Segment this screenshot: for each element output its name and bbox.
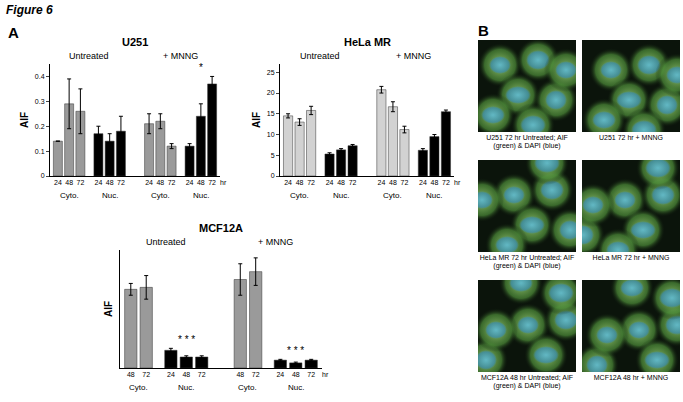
svg-text:24: 24 xyxy=(145,179,153,186)
svg-text:+ MNNG: + MNNG xyxy=(258,237,293,247)
svg-text:72: 72 xyxy=(442,179,450,186)
svg-text:24: 24 xyxy=(419,179,427,186)
svg-text:72: 72 xyxy=(307,371,315,378)
svg-text:20: 20 xyxy=(267,89,275,96)
svg-text:AIF: AIF xyxy=(103,301,114,317)
svg-text:Nuc.: Nuc. xyxy=(193,191,209,200)
svg-text:24: 24 xyxy=(378,179,386,186)
svg-text:72: 72 xyxy=(77,179,85,186)
svg-text:Nuc.: Nuc. xyxy=(102,191,118,200)
svg-text:Nuc.: Nuc. xyxy=(426,191,442,200)
html-text:MCF12A 48 hr + MNNG: MCF12A 48 hr + MNNG xyxy=(593,374,669,381)
svg-text:Cyto.: Cyto. xyxy=(238,383,257,392)
svg-text:72: 72 xyxy=(307,179,315,186)
svg-text:0: 0 xyxy=(41,172,45,179)
svg-text:24: 24 xyxy=(54,179,62,186)
svg-text:72: 72 xyxy=(198,371,206,378)
svg-text:15: 15 xyxy=(267,110,275,117)
svg-text:72: 72 xyxy=(117,179,125,186)
svg-text:Untreated: Untreated xyxy=(300,51,340,61)
svg-text:48: 48 xyxy=(127,371,135,378)
svg-text:U251: U251 xyxy=(122,36,148,48)
svg-text:72: 72 xyxy=(252,371,260,378)
html-text:MCF12A 48 hr Untreated; AIF (g: MCF12A 48 hr Untreated; AIF (green) & DA… xyxy=(480,374,574,389)
svg-text:24: 24 xyxy=(276,371,284,378)
svg-text:48: 48 xyxy=(65,179,73,186)
svg-text:24: 24 xyxy=(284,179,292,186)
svg-text:Nuc.: Nuc. xyxy=(333,191,349,200)
svg-text:Cyto.: Cyto. xyxy=(383,191,402,200)
svg-text:72: 72 xyxy=(401,179,409,186)
svg-text:* * *: * * * xyxy=(178,334,195,345)
svg-text:5: 5 xyxy=(271,152,275,159)
html-text:A: A xyxy=(8,24,19,41)
svg-text:+ MNNG: + MNNG xyxy=(163,51,198,61)
svg-text:48: 48 xyxy=(182,371,190,378)
html-text:U251 72 hr + MNNG: U251 72 hr + MNNG xyxy=(599,134,663,141)
svg-text:Untreated: Untreated xyxy=(146,237,186,247)
svg-text:AIF: AIF xyxy=(19,112,30,128)
svg-text:48: 48 xyxy=(197,179,205,186)
svg-text:25: 25 xyxy=(267,69,275,76)
svg-text:Cyto.: Cyto. xyxy=(129,383,148,392)
svg-text:24: 24 xyxy=(186,179,194,186)
svg-text:MCF12A: MCF12A xyxy=(199,222,243,234)
svg-text:*: * xyxy=(199,62,203,73)
svg-text:48: 48 xyxy=(296,179,304,186)
svg-text:48: 48 xyxy=(389,179,397,186)
svg-text:24: 24 xyxy=(167,371,175,378)
svg-text:0: 0 xyxy=(271,172,275,179)
svg-text:72: 72 xyxy=(349,179,357,186)
svg-text:48: 48 xyxy=(431,179,439,186)
svg-text:+ MNNG: + MNNG xyxy=(396,51,431,61)
svg-text:0.2: 0.2 xyxy=(35,123,45,130)
svg-text:* * *: * * * xyxy=(287,345,304,356)
svg-text:Cyto.: Cyto. xyxy=(151,191,170,200)
svg-text:48: 48 xyxy=(106,179,114,186)
svg-text:24: 24 xyxy=(95,179,103,186)
svg-text:48: 48 xyxy=(292,371,300,378)
svg-text:Cyto.: Cyto. xyxy=(60,191,79,200)
html-text:U251 72 hr Untreated; AIF (gre: U251 72 hr Untreated; AIF (green) & DAPI… xyxy=(486,134,568,149)
svg-text:0.1: 0.1 xyxy=(35,148,45,155)
html-text:B: B xyxy=(478,22,489,39)
svg-text:hr: hr xyxy=(322,371,329,378)
svg-text:72: 72 xyxy=(142,371,150,378)
html-text:HeLa MR 72 hr Untreated; AIF (: HeLa MR 72 hr Untreated; AIF (green) & D… xyxy=(479,254,575,269)
svg-text:48: 48 xyxy=(156,179,164,186)
svg-text:hr: hr xyxy=(220,179,227,186)
svg-text:Nuc.: Nuc. xyxy=(288,383,304,392)
svg-text:48: 48 xyxy=(236,371,244,378)
html-text:Figure 6: Figure 6 xyxy=(6,3,53,17)
svg-text:Untreated: Untreated xyxy=(69,51,109,61)
svg-text:HeLa MR: HeLa MR xyxy=(344,36,391,48)
html-text:HeLa MR 72 hr + MNNG: HeLa MR 72 hr + MNNG xyxy=(592,254,670,261)
svg-text:0.4: 0.4 xyxy=(35,73,45,80)
svg-text:48: 48 xyxy=(337,179,345,186)
svg-text:AIF: AIF xyxy=(251,112,262,128)
svg-text:10: 10 xyxy=(267,131,275,138)
svg-text:Nuc.: Nuc. xyxy=(178,383,194,392)
svg-text:72: 72 xyxy=(208,179,216,186)
svg-text:hr: hr xyxy=(454,179,461,186)
svg-text:0.3: 0.3 xyxy=(35,98,45,105)
svg-text:Cyto.: Cyto. xyxy=(290,191,309,200)
svg-text:72: 72 xyxy=(168,179,176,186)
svg-text:24: 24 xyxy=(326,179,334,186)
